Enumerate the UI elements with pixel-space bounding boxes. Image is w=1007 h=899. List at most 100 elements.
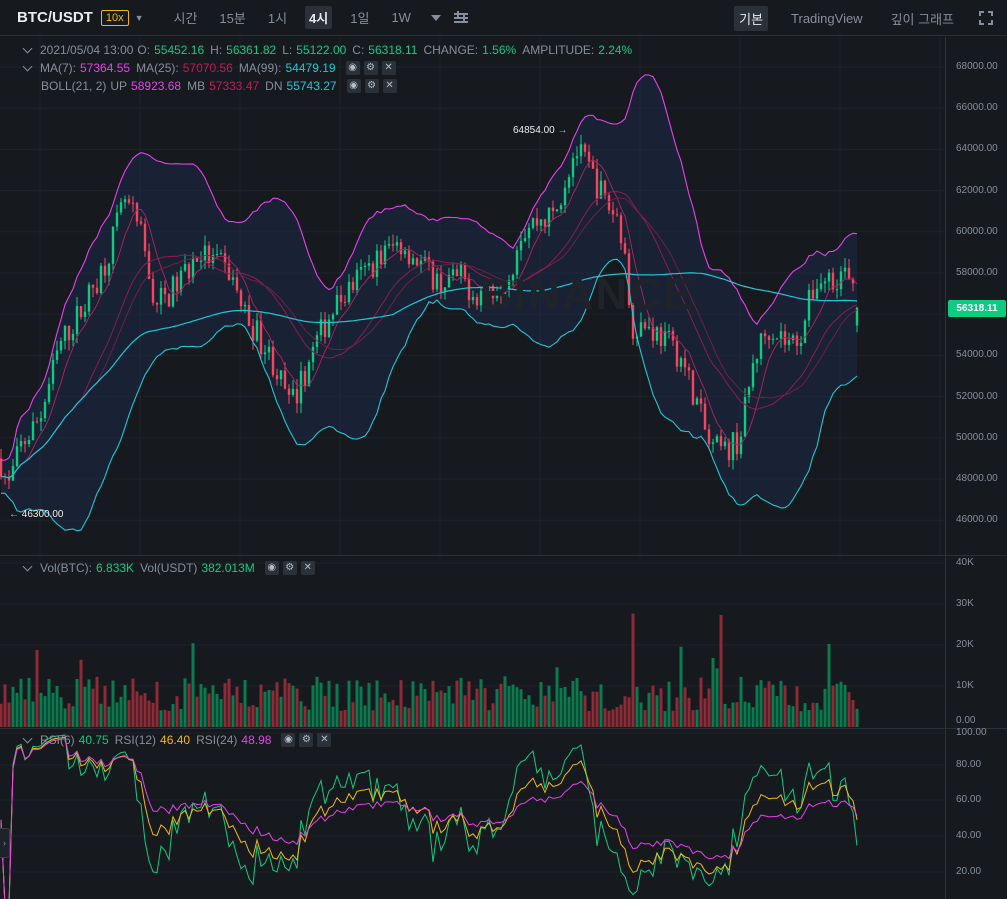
volume-chart[interactable] (0, 556, 945, 728)
candle (375, 244, 379, 286)
volume-bar (427, 700, 431, 727)
volume-bar (799, 711, 803, 727)
price-axis-tick: 66000.00 (956, 102, 998, 114)
collapse-chevron-icon[interactable] (22, 43, 33, 53)
volume-bar (315, 676, 319, 727)
ma99-line (1, 272, 858, 479)
candle (655, 325, 659, 345)
candle (827, 269, 831, 291)
candle (511, 273, 515, 287)
eye-icon[interactable]: ◉ (346, 79, 361, 93)
collapse-chevron-icon[interactable] (22, 733, 33, 743)
symbol-title[interactable]: BTC/USDT (17, 9, 93, 26)
candle (767, 334, 771, 349)
eye-icon[interactable]: ◉ (264, 561, 279, 575)
candle (67, 325, 71, 351)
volume-bar (307, 709, 311, 727)
volume-bar (635, 686, 639, 727)
candle (527, 223, 531, 249)
candle (543, 218, 547, 234)
volume-bar (855, 708, 859, 727)
volume-bar (775, 696, 779, 727)
volume-bar (495, 688, 499, 727)
interval-15m[interactable]: 15분 (219, 11, 246, 26)
volume-bar (183, 678, 187, 727)
volume-bar (767, 681, 771, 727)
rsi-axis[interactable]: 100.00 80.00 60.00 40.00 20.00 (945, 727, 1007, 899)
volume-axis[interactable]: 40K 30K 20K 10K 0.00 (945, 556, 1007, 728)
panel-divider[interactable] (0, 555, 1007, 556)
candle (647, 316, 651, 330)
volume-bar (595, 691, 599, 727)
volume-bar (707, 688, 711, 727)
volume-bar (503, 676, 507, 727)
fullscreen-icon[interactable] (979, 11, 993, 25)
close-icon[interactable]: ✕ (382, 79, 397, 93)
candle (435, 268, 439, 292)
volume-bar (391, 699, 395, 727)
interval-time[interactable]: 시간 (173, 11, 198, 26)
collapse-chevron-icon[interactable] (22, 61, 33, 71)
eye-icon[interactable]: ◉ (281, 733, 296, 747)
rsi-axis-tick: 40.00 (956, 830, 982, 841)
price-axis-tick: 48000.00 (956, 473, 998, 484)
volume-bar (283, 678, 287, 727)
volume-bar (675, 697, 679, 727)
boll-mb-value: 57333.47 (209, 79, 260, 93)
gear-icon[interactable]: ⚙ (364, 79, 379, 93)
rsi-chart[interactable] (0, 729, 945, 899)
candle (659, 323, 663, 355)
rsi-panel[interactable] (0, 729, 945, 899)
ohlc-high: 56361.82 (226, 43, 277, 57)
candle (331, 312, 335, 327)
interval-1w[interactable]: 1W (391, 10, 411, 25)
interval-4h[interactable]: 4시 (305, 6, 333, 29)
candle (231, 270, 235, 286)
price-chart[interactable] (0, 37, 945, 555)
volume-bar (795, 686, 799, 727)
close-icon[interactable]: ✕ (317, 733, 332, 747)
volume-bar (663, 711, 667, 727)
candle (631, 302, 635, 346)
candle (51, 353, 55, 391)
candle (351, 277, 355, 294)
candle (135, 201, 139, 227)
view-basic[interactable]: 기본 (734, 5, 769, 31)
gear-icon[interactable]: ⚙ (282, 561, 297, 575)
candle (263, 345, 267, 365)
close-icon[interactable]: ✕ (300, 561, 315, 575)
volume-bar (723, 703, 727, 727)
ma-legend: MA(7): 57364.55 MA(25): 57070.56 MA(99): 54… (22, 60, 396, 76)
more-intervals-icon[interactable] (430, 14, 441, 21)
volume-bar (311, 685, 315, 727)
interval-1d[interactable]: 1일 (350, 11, 370, 26)
rsi24-value: 48.98 (241, 733, 272, 747)
candle (603, 179, 607, 200)
close-icon[interactable]: ✕ (381, 61, 396, 75)
volume-axis-tick: 30K (956, 598, 974, 609)
view-tradingview[interactable]: TradingView (791, 10, 863, 26)
candle (479, 286, 483, 312)
gear-icon[interactable]: ⚙ (363, 61, 378, 75)
panel-divider[interactable] (0, 728, 1007, 729)
indicator-settings-icon[interactable] (453, 10, 469, 25)
gear-icon[interactable]: ⚙ (299, 733, 314, 747)
price-axis-tick: 64000.00 (956, 143, 998, 155)
volume-bar (251, 705, 255, 727)
leverage-badge[interactable]: 10x (100, 9, 129, 26)
candle (391, 234, 395, 252)
volume-bar (199, 684, 203, 727)
volume-panel[interactable] (0, 556, 945, 728)
view-depth[interactable]: 깊이 그래프 (890, 11, 954, 27)
interval-1h[interactable]: 1시 (267, 11, 288, 26)
candle (103, 257, 107, 283)
price-chart-panel[interactable] (0, 37, 945, 555)
expand-sidebar-tab[interactable]: › (0, 828, 10, 858)
price-axis[interactable]: 68000.00 66000.00 64000.00 62000.00 60000.00… (945, 37, 1007, 555)
volume-bar (747, 702, 751, 727)
volume-bar (451, 703, 455, 727)
eye-icon[interactable]: ◉ (345, 61, 360, 75)
volume-bar (835, 683, 839, 727)
symbol-dropdown-icon[interactable]: ▼ (134, 12, 144, 23)
collapse-chevron-icon[interactable] (22, 561, 33, 571)
